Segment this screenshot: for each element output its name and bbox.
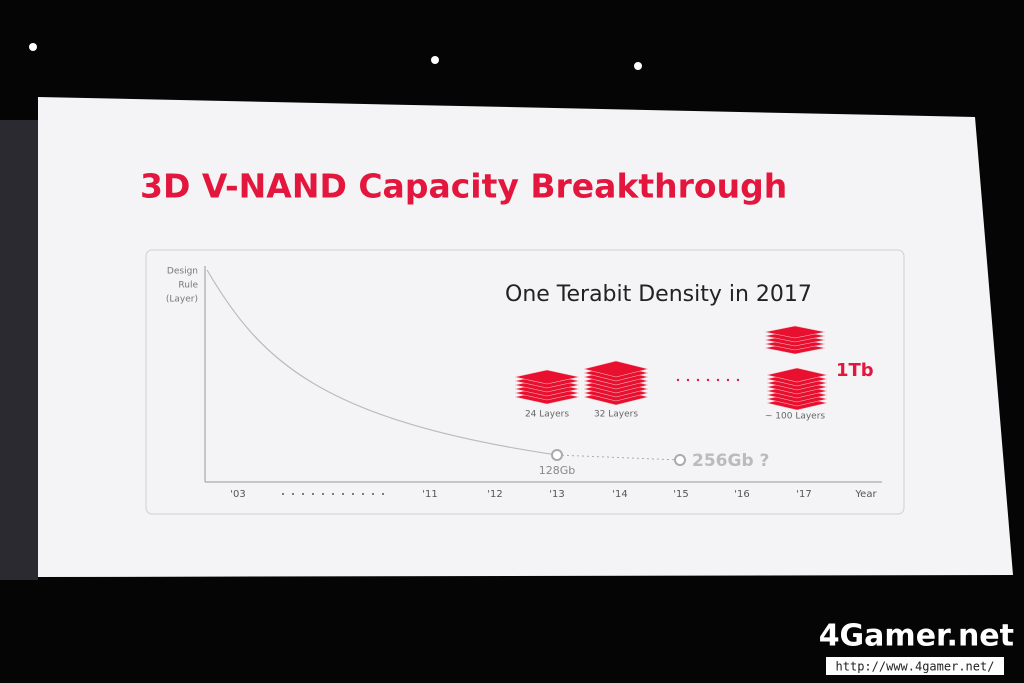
chip-layer [764,325,826,339]
stack-label: ~ 100 Layers [765,412,826,422]
point-marker [551,449,563,461]
ellipsis [676,378,740,382]
watermark-brand: 4Gamer.net [819,619,1014,654]
audience [0,120,38,580]
y-axis-label-line: Rule [178,281,198,291]
stack-label: 24 Layers [525,410,569,420]
slide [38,97,1013,577]
stack-label: 32 Layers [594,410,638,420]
y-axis-label: Design Rule (Layer) [166,267,199,305]
stage-lights [29,43,642,70]
x-label: '03 [230,489,245,500]
chip-layer [583,360,649,378]
y-axis-label-line: (Layer) [166,295,198,305]
chip-stacks [514,325,828,411]
watermark-url: http://www.4gamer.net/ [836,660,995,674]
point-marker [674,454,686,466]
chip-layer [766,367,828,383]
chip-layer [514,369,580,385]
x-label: '12 [487,489,502,500]
x-label: '13 [549,489,564,500]
x-label: '11 [422,489,437,500]
x-label: '17 [796,489,811,500]
x-gap-dots [282,493,384,495]
x-axis-label: Year [854,489,877,500]
trend-curve [206,269,558,456]
slide-title: 3D V-NAND Capacity Breakthrough [140,167,787,206]
y-axis-label-line: Design [167,267,198,277]
point-label: 256Gb ? [692,451,769,471]
projection [556,454,681,461]
point-label: 128Gb [539,464,576,477]
watermark-url-box [826,657,1004,675]
x-label: '15 [673,489,688,500]
capacity-label: 1Tb [836,360,874,381]
x-label: '16 [734,489,749,500]
chart-frame [145,249,905,515]
headline: One Terabit Density in 2017 [505,282,812,307]
x-labels: '03 '11 '12 '13 '14 '15 '16 '17 [230,489,811,500]
x-label: '14 [612,489,627,500]
